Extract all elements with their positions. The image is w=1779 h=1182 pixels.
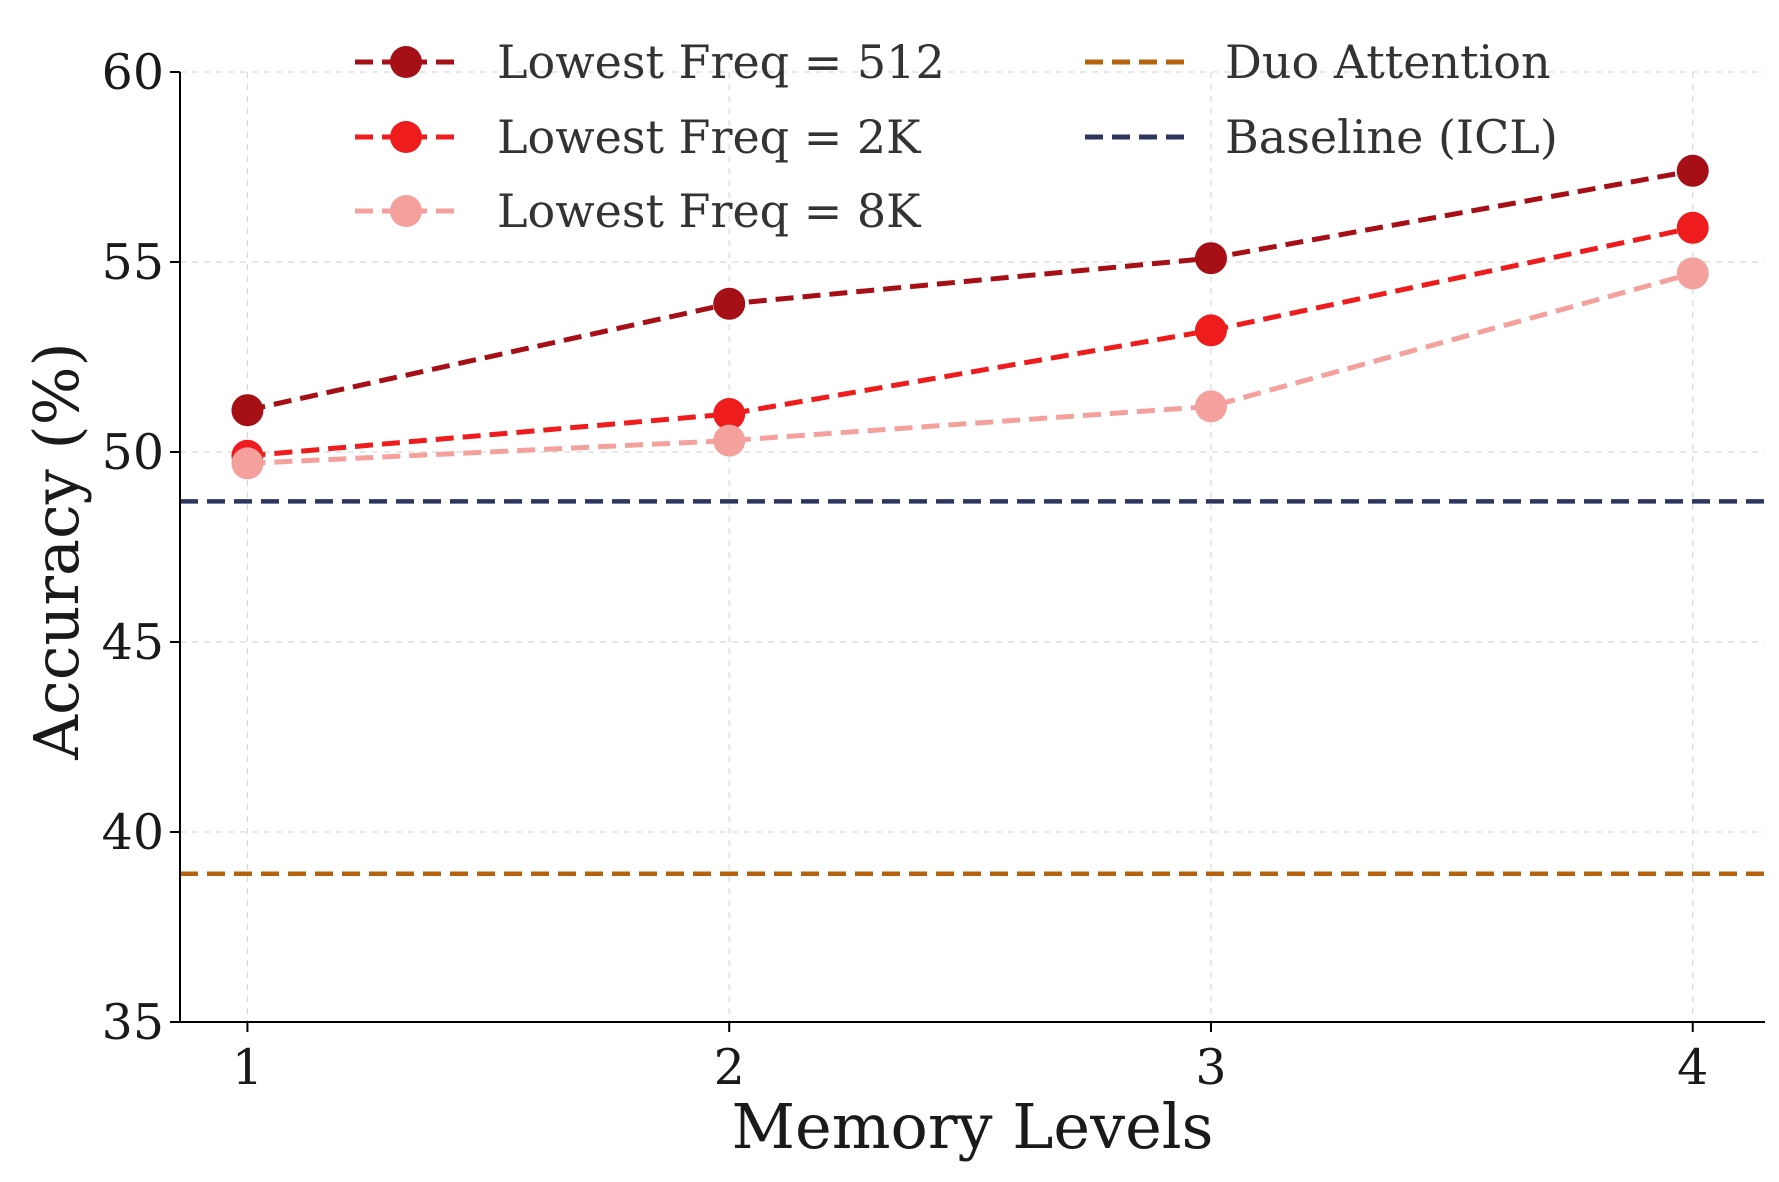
legend-label: Lowest Freq = 2K: [497, 110, 922, 164]
tick-labels: 35 40 45 50 55 60 1 2 3 4: [102, 44, 1709, 1096]
reference-lines: [180, 499, 1765, 877]
x-axis-label: Memory Levels: [732, 1090, 1214, 1163]
legend-marker: [390, 195, 422, 227]
x-tick-label: 3: [1195, 1039, 1226, 1096]
data-point: [231, 394, 264, 427]
y-axis-label: Accuracy (%): [20, 342, 93, 761]
legend-marker: [390, 46, 422, 78]
x-tick-label: 4: [1677, 1039, 1708, 1096]
legend-marker: [390, 121, 422, 153]
data-point: [1194, 242, 1227, 275]
x-tick-label: 1: [232, 1039, 263, 1096]
series-line: [246, 168, 1694, 413]
data-point: [713, 287, 746, 320]
legend-label: Baseline (ICL): [1225, 110, 1558, 164]
series-line: [247, 225, 1694, 459]
data-point: [1194, 390, 1227, 423]
x-tick-label: 2: [714, 1039, 745, 1096]
axes: [170, 71, 1765, 1032]
y-tick-label: 60: [102, 44, 164, 101]
legend-label: Lowest Freq = 512: [497, 35, 945, 89]
data-point: [713, 424, 746, 457]
data-point: [713, 398, 746, 430]
data-point: [1676, 211, 1709, 244]
legend: Lowest Freq = 512 Lowest Freq = 2K Lowest …: [355, 35, 1558, 238]
legend-label: Lowest Freq = 8K: [497, 184, 922, 238]
data-point: [1194, 314, 1227, 347]
y-tick-label: 50: [102, 424, 164, 481]
series: [231, 154, 1709, 480]
data-point: [1676, 154, 1709, 187]
y-tick-label: 55: [102, 234, 164, 291]
legend-label: Duo Attention: [1225, 35, 1551, 89]
data-point: [1676, 257, 1709, 290]
y-tick-label: 35: [102, 994, 164, 1051]
y-tick-label: 45: [102, 614, 164, 671]
y-tick-label: 40: [102, 804, 164, 861]
series-line: [247, 270, 1694, 466]
data-point: [231, 447, 264, 480]
